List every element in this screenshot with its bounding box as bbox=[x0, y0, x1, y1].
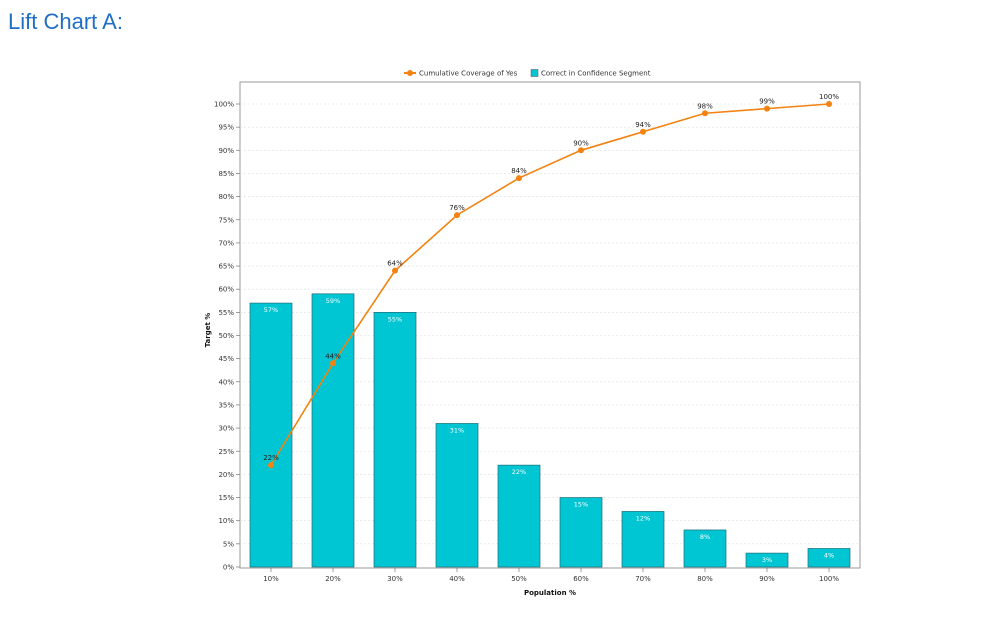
line-value-label: 94% bbox=[635, 121, 651, 129]
line-point bbox=[454, 212, 460, 219]
legend-label-correct: Correct in Confidence Segment bbox=[541, 70, 651, 78]
bar bbox=[249, 302, 293, 568]
bar-series: 57% 59% 55% 31% 22% 15% 12% 8% 3% 4% bbox=[249, 293, 851, 568]
x-tick-label: 40% bbox=[449, 575, 465, 583]
line-value-label: 98% bbox=[697, 102, 713, 110]
y-tick-label: 10% bbox=[218, 517, 234, 525]
x-tick-label: 50% bbox=[511, 575, 527, 583]
y-axis-title: Target % bbox=[204, 313, 212, 348]
bar-value-label: 15% bbox=[574, 501, 588, 509]
bar-value-label: 55% bbox=[388, 315, 402, 323]
line-value-label: 64% bbox=[387, 260, 403, 268]
line-point bbox=[330, 360, 336, 367]
gridlines bbox=[240, 103, 860, 545]
y-tick-label: 5% bbox=[223, 540, 234, 548]
y-tick-label: 95% bbox=[218, 124, 234, 132]
bar bbox=[745, 552, 789, 568]
x-axis-ticks: 10% 20% 30% 40% 50% 60% 70% 80% 90% 100% bbox=[263, 568, 839, 583]
y-tick-label: 70% bbox=[218, 239, 234, 247]
line-value-label: 44% bbox=[325, 352, 341, 360]
bar bbox=[559, 497, 603, 568]
bar-value-label: 8% bbox=[700, 533, 710, 541]
y-tick-label: 20% bbox=[218, 471, 234, 479]
line-point bbox=[764, 105, 770, 112]
line-value-label: 84% bbox=[511, 167, 527, 175]
y-tick-label: 25% bbox=[218, 448, 234, 456]
y-tick-label: 75% bbox=[218, 216, 234, 224]
bar-value-label: 31% bbox=[450, 426, 464, 434]
y-tick-label: 85% bbox=[218, 170, 234, 178]
x-tick-label: 70% bbox=[635, 575, 651, 583]
line-value-label: 76% bbox=[449, 204, 465, 212]
x-tick-label: 80% bbox=[697, 575, 713, 583]
bar-value-label: 59% bbox=[326, 297, 340, 305]
line-point bbox=[578, 147, 584, 154]
line-point bbox=[268, 462, 274, 469]
y-axis-ticks: 0% 5% 10% 15% 20% 25% 30% 35% 40% 45% 50% 55% 60% 65%… bbox=[214, 101, 240, 572]
y-tick-label: 100% bbox=[214, 101, 234, 109]
x-tick-label: 10% bbox=[263, 575, 279, 583]
x-tick-label: 60% bbox=[573, 575, 589, 583]
line-value-label: 100% bbox=[819, 93, 839, 101]
line-point bbox=[516, 175, 522, 182]
y-tick-label: 45% bbox=[218, 355, 234, 363]
legend-line-marker bbox=[407, 70, 413, 76]
y-tick-label: 40% bbox=[218, 378, 234, 386]
line-point bbox=[826, 101, 832, 107]
line-point bbox=[640, 128, 646, 135]
bar-value-label: 57% bbox=[264, 306, 278, 314]
legend: Cumulative Coverage of Yes Correct in Co… bbox=[404, 69, 651, 78]
bar-value-label: 3% bbox=[762, 556, 772, 564]
y-tick-label: 90% bbox=[218, 147, 234, 155]
y-tick-label: 60% bbox=[218, 286, 234, 294]
y-tick-label: 55% bbox=[218, 309, 234, 317]
legend-bar-swatch bbox=[530, 69, 539, 77]
x-tick-label: 30% bbox=[387, 575, 403, 583]
line-series: 22% 44% 64% 76% 84% 90% 94% 98% 99% 100% bbox=[263, 93, 839, 469]
x-tick-label: 90% bbox=[759, 575, 775, 583]
cumulative-line bbox=[270, 103, 830, 466]
bar bbox=[373, 312, 417, 568]
line-value-label: 99% bbox=[759, 98, 775, 106]
bar bbox=[497, 464, 541, 568]
bar-value-label: 22% bbox=[512, 468, 526, 476]
y-tick-label: 80% bbox=[218, 193, 234, 201]
x-tick-label: 100% bbox=[819, 575, 839, 583]
line-value-label: 22% bbox=[263, 454, 279, 462]
x-axis-title: Population % bbox=[524, 589, 576, 597]
y-tick-label: 35% bbox=[218, 401, 234, 409]
bar bbox=[683, 529, 727, 568]
bar bbox=[435, 423, 479, 568]
page-title: Lift Chart A: bbox=[8, 9, 123, 34]
bar-value-label: 12% bbox=[636, 514, 650, 522]
legend-label-cumulative: Cumulative Coverage of Yes bbox=[419, 70, 518, 78]
bar-value-label: 4% bbox=[824, 551, 834, 559]
bar bbox=[311, 293, 355, 568]
bar bbox=[621, 511, 665, 568]
y-tick-label: 0% bbox=[223, 564, 234, 572]
y-tick-label: 65% bbox=[218, 263, 234, 271]
line-point bbox=[702, 110, 708, 117]
y-tick-label: 15% bbox=[218, 494, 234, 502]
x-tick-label: 20% bbox=[325, 575, 341, 583]
bar bbox=[807, 548, 851, 568]
y-tick-label: 30% bbox=[218, 425, 234, 433]
line-point bbox=[392, 267, 398, 274]
line-value-label: 90% bbox=[573, 139, 589, 147]
y-tick-label: 50% bbox=[218, 332, 234, 340]
